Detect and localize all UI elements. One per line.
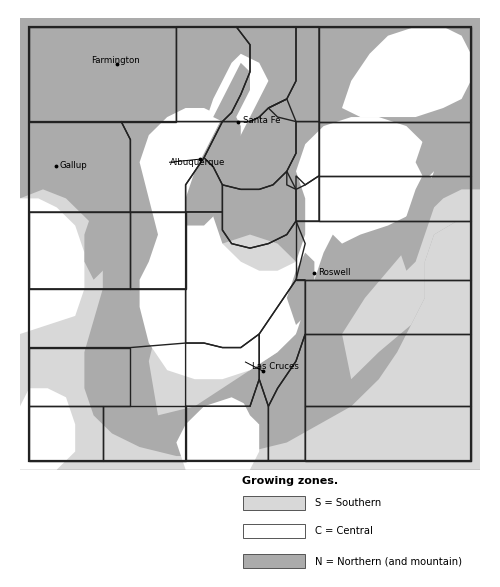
Polygon shape [416,117,443,180]
Text: C = Central: C = Central [315,526,373,536]
Polygon shape [213,63,250,126]
Bar [242,496,305,510]
Polygon shape [241,370,268,424]
Polygon shape [140,108,434,379]
Polygon shape [195,54,268,162]
Text: Gallup: Gallup [59,161,87,170]
Polygon shape [186,108,241,225]
Polygon shape [20,388,75,470]
Text: Las Cruces: Las Cruces [252,362,299,371]
Text: Farmington: Farmington [92,56,140,65]
Text: S = Southern: S = Southern [315,498,382,508]
Text: Santa Fe: Santa Fe [243,116,281,124]
Polygon shape [397,171,434,271]
Polygon shape [149,235,305,416]
Polygon shape [20,198,84,334]
Polygon shape [84,198,112,280]
Text: Roswell: Roswell [318,268,350,278]
Text: Growing zones.: Growing zones. [242,476,338,486]
Text: N = Northern (and mountain): N = Northern (and mountain) [315,556,462,566]
Bar [242,524,305,538]
Polygon shape [296,235,342,352]
Polygon shape [287,252,314,325]
Text: Albuquerque: Albuquerque [170,158,225,167]
Polygon shape [20,190,480,470]
Polygon shape [176,397,259,470]
Polygon shape [20,18,480,470]
Bar [242,554,305,568]
Polygon shape [342,190,480,379]
Polygon shape [342,26,471,117]
